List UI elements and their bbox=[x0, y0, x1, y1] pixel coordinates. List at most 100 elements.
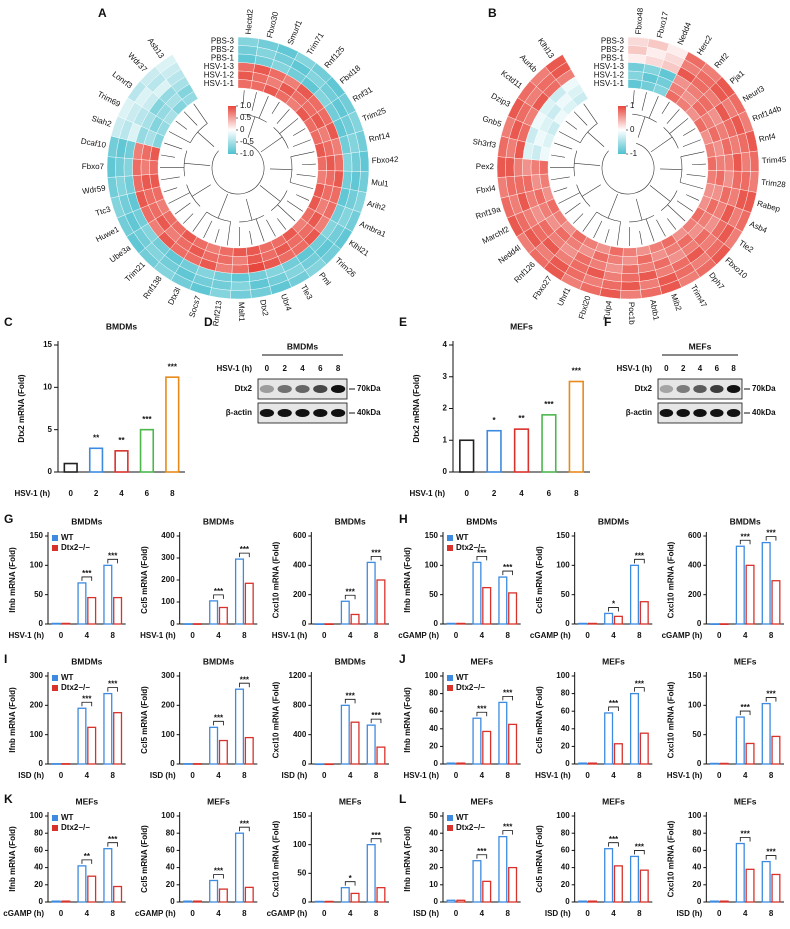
legend-label: WT bbox=[61, 813, 74, 822]
x-tick-label: 8 bbox=[574, 489, 579, 498]
bar bbox=[366, 561, 376, 625]
chart-title: BMDMs bbox=[730, 516, 761, 526]
y-tick-label: 100 bbox=[30, 811, 44, 820]
panel-label: C bbox=[4, 315, 13, 329]
significance: *** bbox=[740, 830, 750, 839]
bar bbox=[568, 380, 584, 473]
heatmap-cell bbox=[325, 155, 336, 172]
bar bbox=[314, 763, 324, 766]
dendrogram bbox=[580, 123, 605, 147]
significance: *** bbox=[503, 823, 513, 832]
heatmap-cell bbox=[620, 289, 642, 300]
legend-swatch bbox=[447, 685, 453, 691]
x-axis-label: HSV-1 (h) bbox=[14, 489, 50, 498]
bar bbox=[234, 558, 245, 625]
heatmap-cell bbox=[230, 281, 251, 291]
heatmap-cell bbox=[627, 79, 643, 90]
significance: *** bbox=[240, 675, 250, 684]
gene-label: Dzip3 bbox=[490, 91, 513, 109]
row-label: HSV-1-2 bbox=[594, 70, 625, 79]
y-tick-label: 30 bbox=[429, 846, 438, 855]
x-tick-label: 0 bbox=[59, 909, 64, 918]
dendrogram bbox=[164, 142, 183, 150]
gene-label: Ubr4 bbox=[279, 293, 293, 313]
y-tick-label: 0 bbox=[434, 897, 439, 906]
bar bbox=[745, 742, 755, 765]
dendrogram bbox=[290, 151, 315, 157]
y-tick-label: 50 bbox=[692, 730, 701, 739]
dendrogram bbox=[616, 221, 621, 246]
dendrogram bbox=[203, 220, 213, 239]
y-tick-label: 80 bbox=[166, 828, 175, 837]
dendrogram bbox=[286, 200, 304, 212]
y-tick-label: 0 bbox=[39, 619, 44, 628]
bar bbox=[709, 900, 719, 903]
y-tick-label: 600 bbox=[688, 531, 702, 540]
bar bbox=[472, 860, 482, 903]
bar bbox=[63, 462, 78, 473]
y-tick-label: 40 bbox=[561, 863, 570, 872]
dendrogram bbox=[206, 193, 231, 222]
x-tick-label: 4 bbox=[216, 631, 221, 640]
x-tick-label: 8 bbox=[242, 771, 247, 780]
x-tick-label: 4 bbox=[519, 489, 524, 498]
legend-swatch bbox=[52, 815, 58, 821]
dendrogram bbox=[161, 154, 175, 158]
y-tick-label: 40 bbox=[429, 724, 438, 733]
y-tick-label: 200 bbox=[161, 700, 175, 709]
significance: ** bbox=[93, 433, 100, 442]
gene-label: Abtb1 bbox=[648, 299, 661, 322]
y-tick-label: 0 bbox=[565, 897, 570, 906]
gene-label: Trim21 bbox=[123, 260, 147, 284]
gene-label: Mib2 bbox=[669, 293, 683, 313]
gene-label: Mul1 bbox=[371, 178, 390, 189]
significance: *** bbox=[371, 549, 381, 558]
significance-bracket bbox=[344, 594, 356, 600]
row-label: PBS-3 bbox=[211, 36, 235, 45]
y-tick-label: 20 bbox=[561, 880, 570, 889]
x-tick-label: 8 bbox=[637, 771, 642, 780]
y-tick-label: 10 bbox=[43, 382, 52, 391]
gene-label: Rnf2 bbox=[713, 51, 731, 70]
legend-label: Dtx2−/− bbox=[61, 823, 90, 832]
bar bbox=[613, 865, 623, 903]
dendrogram bbox=[641, 92, 647, 111]
significance-bracket bbox=[608, 842, 619, 847]
bar bbox=[498, 701, 508, 765]
dendrogram bbox=[573, 111, 588, 126]
y-tick-label: 200 bbox=[30, 700, 44, 709]
bar bbox=[376, 887, 386, 903]
y-tick-label: 60 bbox=[166, 846, 175, 855]
bar bbox=[639, 869, 649, 903]
x-tick-label: 0 bbox=[190, 771, 195, 780]
significance: *** bbox=[214, 713, 224, 722]
colorbar-tick-label: 0 bbox=[240, 125, 245, 134]
y-tick-label: 0 bbox=[697, 759, 702, 768]
significance-bracket bbox=[765, 697, 777, 702]
bar bbox=[761, 541, 771, 625]
bar bbox=[350, 613, 360, 625]
bar bbox=[192, 763, 203, 765]
blot-label: β-actin bbox=[626, 408, 652, 417]
heatmap-cell bbox=[620, 281, 641, 291]
heatmap-cell bbox=[539, 173, 551, 189]
bar bbox=[508, 866, 518, 903]
significance-bracket bbox=[502, 696, 514, 701]
dendrogram bbox=[667, 204, 686, 222]
significance-bracket bbox=[765, 536, 777, 541]
x-tick-label: 0 bbox=[322, 771, 327, 780]
x-tick-label: 0 bbox=[190, 909, 195, 918]
significance: *** bbox=[142, 415, 152, 424]
band bbox=[710, 385, 724, 393]
x-axis-label: cGAMP (h) bbox=[135, 909, 176, 918]
dendrogram bbox=[564, 202, 581, 215]
dendrogram bbox=[554, 142, 573, 150]
significance: *** bbox=[168, 362, 178, 371]
y-tick-label: 0 bbox=[302, 619, 307, 628]
y-tick-label: 100 bbox=[556, 811, 570, 820]
significance-bracket bbox=[81, 701, 93, 707]
lane-label: 0 bbox=[664, 364, 669, 373]
y-axis-label: Ccl5 mRNA (Fold) bbox=[140, 546, 149, 614]
lane-label: 6 bbox=[715, 364, 720, 373]
bar bbox=[192, 900, 203, 903]
